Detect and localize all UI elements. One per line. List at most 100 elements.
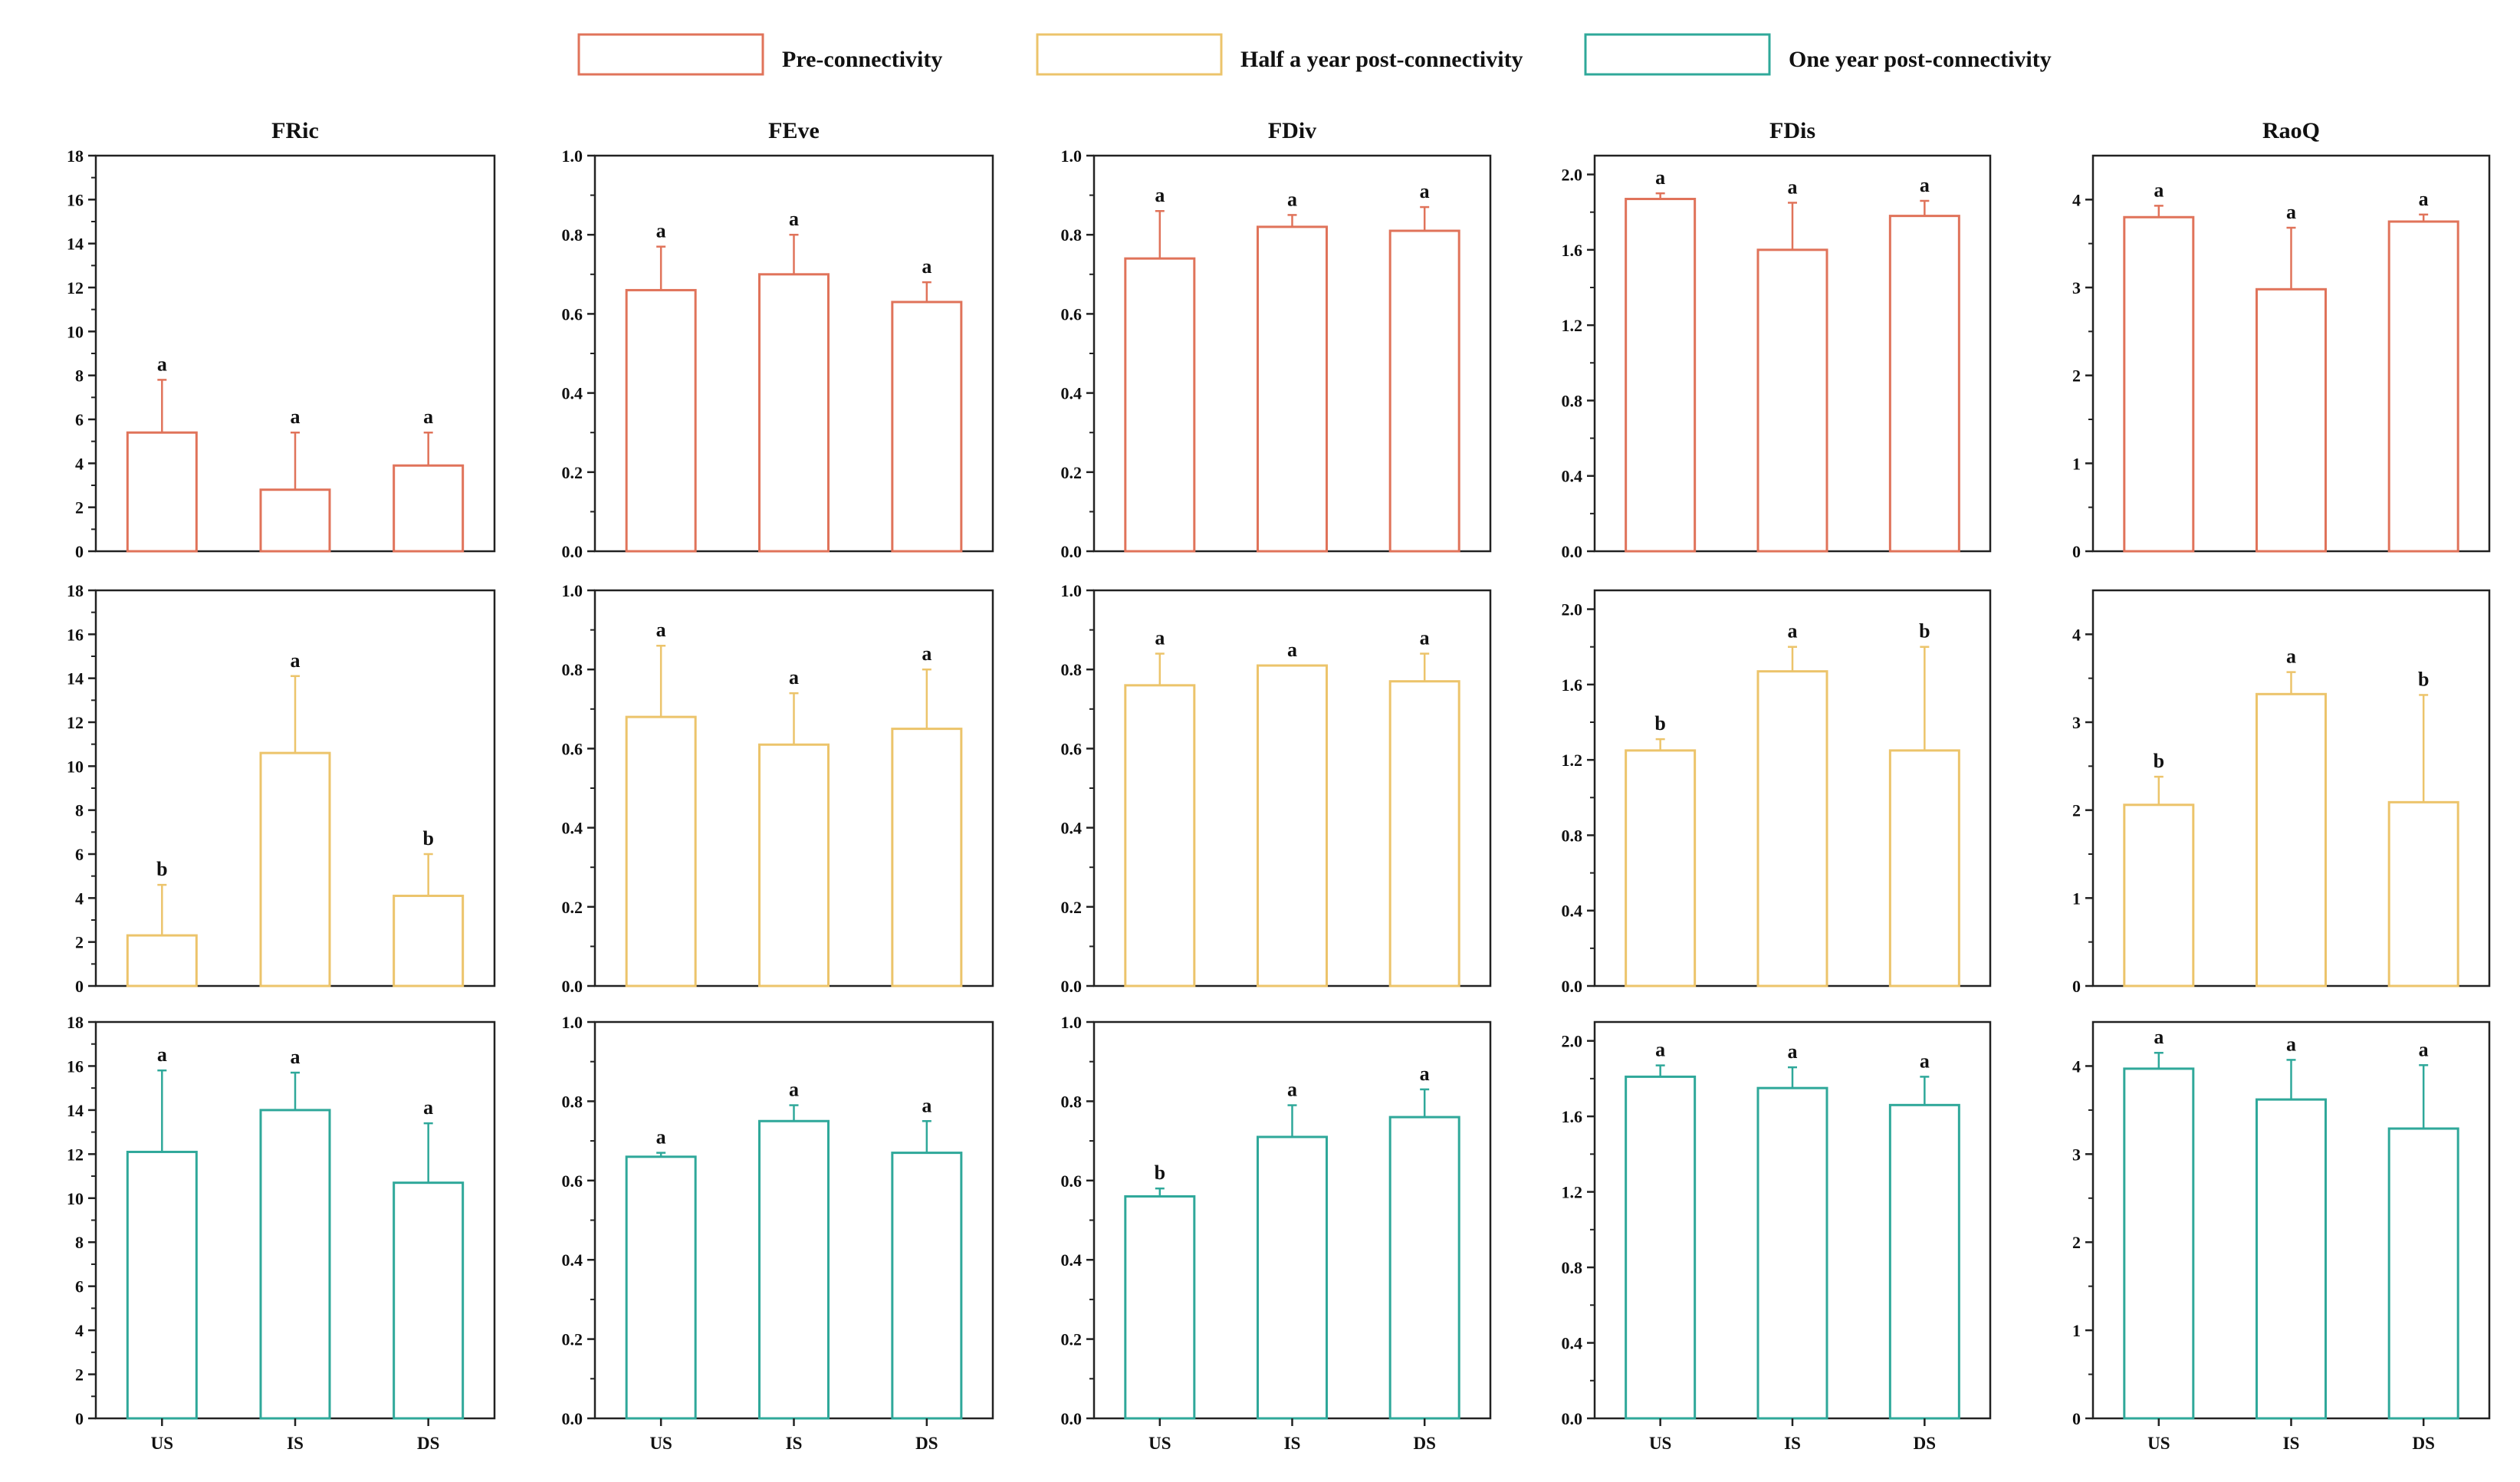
- significance-letter: a: [1155, 627, 1165, 649]
- legend-label: Half a year post-connectivity: [1240, 47, 1523, 72]
- panel-fric-1: 0 2 4 6 8 10 12 14 16 18 a a a: [67, 146, 496, 561]
- significance-letter: a: [656, 1126, 666, 1148]
- x-tick-label: US: [2147, 1434, 2170, 1453]
- bar-us: [1625, 198, 1697, 553]
- bar-ds: [1388, 680, 1460, 987]
- y-tick-label: 0.0: [1562, 542, 1583, 561]
- x-tick-label: IS: [1784, 1434, 1801, 1453]
- y-tick-label: 4: [75, 454, 84, 473]
- y-tick-label: 6: [75, 1277, 84, 1296]
- bar-ds: [1388, 1116, 1460, 1420]
- legend-label: One year post-connectivity: [1789, 47, 2052, 72]
- y-tick-label: 1.6: [1562, 241, 1583, 260]
- significance-letter: a: [1420, 180, 1430, 202]
- y-tick-label: 3: [2072, 1145, 2081, 1164]
- y-tick-label: 0.8: [1562, 826, 1583, 845]
- significance-letter: a: [1788, 1040, 1798, 1063]
- y-tick-label: 0.6: [562, 304, 583, 324]
- y-tick-label: 14: [67, 235, 84, 254]
- y-tick-label: 18: [67, 581, 84, 600]
- bar-us: [625, 288, 697, 553]
- significance-letter: a: [1287, 188, 1297, 210]
- y-tick-label: 2: [75, 933, 84, 952]
- y-tick-label: 0.0: [562, 542, 583, 561]
- bar-us: [126, 934, 198, 987]
- y-tick-label: 0.0: [1562, 1409, 1583, 1428]
- y-tick-label: 0.8: [1562, 391, 1583, 410]
- y-tick-label: 0.2: [1061, 1330, 1083, 1349]
- legend-swatch: [1584, 33, 1771, 76]
- bar-ds: [2387, 800, 2459, 987]
- panel-title: FRic: [271, 118, 319, 143]
- bar-is: [259, 488, 331, 553]
- y-tick-label: 1.2: [1562, 1183, 1583, 1202]
- y-tick-label: 1: [2072, 889, 2081, 908]
- y-tick-label: 0.4: [562, 819, 583, 838]
- y-tick-label: 0.0: [1061, 977, 1083, 996]
- y-tick-label: 8: [75, 1233, 84, 1252]
- significance-letter: a: [789, 208, 799, 230]
- significance-letter: a: [157, 1043, 167, 1066]
- y-tick-label: 0: [75, 977, 84, 996]
- y-tick-label: 14: [67, 1101, 84, 1120]
- panel-frame: [94, 154, 496, 553]
- x-tick-label: IS: [1284, 1434, 1301, 1453]
- y-tick-label: 0.6: [562, 739, 583, 758]
- significance-letter: a: [922, 1094, 931, 1116]
- significance-letter: b: [1919, 620, 1930, 642]
- y-tick-label: 0.2: [562, 463, 583, 482]
- bar-ds: [891, 1152, 963, 1420]
- panel-frame: [593, 589, 994, 987]
- bar-us: [1625, 749, 1697, 987]
- bar-is: [1756, 248, 1828, 553]
- y-tick-label: 2: [2072, 366, 2081, 386]
- bar-us: [2123, 215, 2195, 553]
- bar-is: [1257, 664, 1328, 987]
- significance-letter: a: [423, 406, 433, 428]
- significance-letter: a: [1920, 1050, 1930, 1072]
- y-tick-label: 1.0: [562, 146, 583, 166]
- y-tick-label: 0.8: [1562, 1258, 1583, 1277]
- y-tick-label: 0: [75, 542, 84, 561]
- y-tick-label: 16: [67, 1056, 84, 1076]
- y-tick-label: 0.4: [1562, 467, 1583, 486]
- y-tick-label: 0.4: [1562, 902, 1583, 921]
- bar-ds: [393, 894, 465, 987]
- legend: Pre-connectivity Half a year post-connect…: [577, 33, 2052, 76]
- y-tick-label: 2: [2072, 1233, 2081, 1252]
- y-tick-label: 0.4: [1061, 1250, 1083, 1270]
- y-tick-label: 0.2: [562, 898, 583, 917]
- bar-is: [758, 743, 830, 987]
- bar-is: [1756, 1086, 1828, 1420]
- y-tick-label: 1.6: [1562, 1107, 1583, 1126]
- bar-ds: [891, 301, 963, 553]
- significance-letter: a: [2286, 1033, 2296, 1055]
- bar-is: [259, 751, 331, 987]
- y-tick-label: 16: [67, 625, 84, 644]
- panel-feve-2: 0.0 0.2 0.4 0.6 0.8 1.0 a a a: [562, 581, 994, 996]
- panel-title: FDiv: [1268, 118, 1316, 143]
- panel-titles: FRic FEve FDiv FDis RaoQ: [271, 118, 2320, 143]
- y-tick-label: 4: [75, 1321, 84, 1340]
- bar-ds: [1888, 215, 1960, 553]
- significance-letter: a: [1788, 176, 1798, 198]
- bar-is: [259, 1109, 331, 1420]
- x-tick-label: US: [1148, 1434, 1171, 1453]
- bar-is: [758, 273, 830, 553]
- bar-us: [625, 715, 697, 987]
- bar-is: [2256, 692, 2327, 987]
- significance-letter: b: [1155, 1162, 1165, 1184]
- y-tick-label: 4: [75, 889, 84, 908]
- bar-us: [126, 431, 198, 553]
- y-tick-label: 1.2: [1562, 751, 1583, 770]
- y-tick-label: 0.8: [1061, 660, 1083, 679]
- y-tick-label: 0.0: [562, 977, 583, 996]
- bar-ds: [393, 464, 465, 553]
- bar-us: [1625, 1075, 1697, 1420]
- y-tick-label: 2.0: [1562, 1032, 1583, 1051]
- bar-is: [1756, 670, 1828, 987]
- y-tick-label: 4: [2072, 1056, 2081, 1076]
- bar-us: [1124, 257, 1196, 553]
- significance-letter: a: [789, 666, 799, 688]
